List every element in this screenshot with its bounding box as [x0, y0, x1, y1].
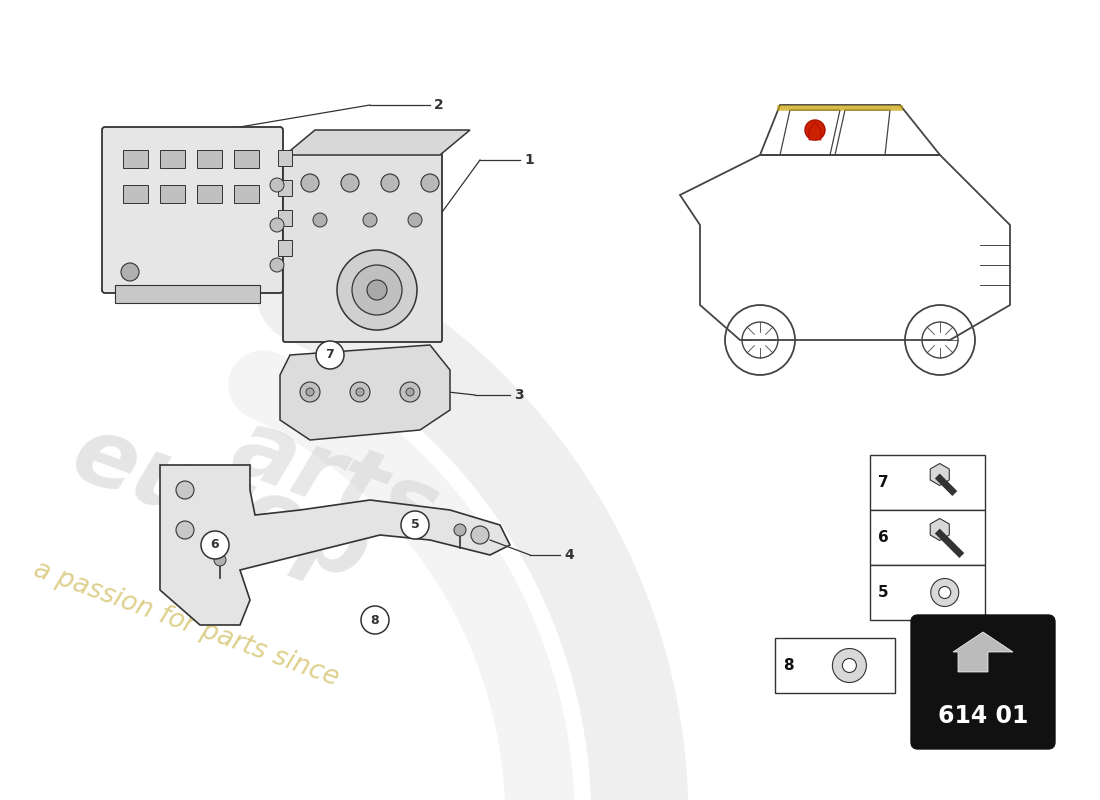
- Bar: [116, 285, 260, 303]
- Circle shape: [938, 586, 950, 598]
- Circle shape: [361, 606, 389, 634]
- Circle shape: [400, 382, 420, 402]
- Text: arts: arts: [220, 401, 450, 560]
- Text: 8: 8: [783, 658, 793, 673]
- Bar: [776, 638, 895, 693]
- Polygon shape: [280, 345, 450, 440]
- Bar: [197, 185, 222, 203]
- Text: 1: 1: [524, 153, 534, 167]
- Text: 7: 7: [326, 349, 334, 362]
- Text: 6: 6: [211, 538, 219, 551]
- Polygon shape: [931, 463, 949, 486]
- Text: a passion for parts since: a passion for parts since: [30, 556, 342, 691]
- Circle shape: [421, 174, 439, 192]
- Bar: [870, 565, 984, 620]
- Bar: [234, 150, 258, 168]
- Circle shape: [214, 554, 225, 566]
- Circle shape: [843, 658, 857, 673]
- Circle shape: [301, 174, 319, 192]
- Text: 5: 5: [410, 518, 419, 531]
- Polygon shape: [808, 122, 821, 140]
- Text: 4: 4: [564, 548, 574, 562]
- Circle shape: [356, 388, 364, 396]
- Bar: [278, 150, 292, 166]
- Text: 6: 6: [878, 530, 889, 545]
- Bar: [197, 150, 222, 168]
- Circle shape: [121, 263, 139, 281]
- FancyBboxPatch shape: [911, 615, 1055, 749]
- Bar: [123, 150, 148, 168]
- Circle shape: [408, 213, 422, 227]
- Polygon shape: [931, 518, 949, 541]
- Circle shape: [316, 341, 344, 369]
- Bar: [123, 185, 148, 203]
- Circle shape: [176, 481, 194, 499]
- Text: 3: 3: [514, 388, 524, 402]
- Circle shape: [176, 521, 194, 539]
- Circle shape: [833, 649, 867, 682]
- Bar: [278, 240, 292, 256]
- Circle shape: [350, 382, 370, 402]
- Text: 7: 7: [878, 475, 889, 490]
- Circle shape: [306, 388, 313, 396]
- FancyBboxPatch shape: [283, 153, 442, 342]
- Bar: [234, 185, 258, 203]
- Text: europ: europ: [60, 407, 383, 600]
- Circle shape: [314, 213, 327, 227]
- FancyBboxPatch shape: [102, 127, 283, 293]
- Text: 8: 8: [371, 614, 380, 626]
- Circle shape: [270, 258, 284, 272]
- Bar: [278, 180, 292, 196]
- Circle shape: [931, 578, 959, 606]
- Circle shape: [406, 388, 414, 396]
- Polygon shape: [160, 465, 510, 625]
- Bar: [870, 510, 984, 565]
- Circle shape: [805, 120, 825, 140]
- Circle shape: [352, 265, 402, 315]
- Circle shape: [201, 531, 229, 559]
- Circle shape: [367, 280, 387, 300]
- Circle shape: [402, 511, 429, 539]
- Circle shape: [471, 526, 490, 544]
- Bar: [160, 150, 185, 168]
- Circle shape: [300, 382, 320, 402]
- Text: 614 01: 614 01: [938, 704, 1028, 728]
- Circle shape: [341, 174, 359, 192]
- Circle shape: [337, 250, 417, 330]
- Circle shape: [270, 178, 284, 192]
- Bar: [870, 455, 984, 510]
- Circle shape: [363, 213, 377, 227]
- Polygon shape: [953, 632, 1013, 672]
- Polygon shape: [285, 130, 470, 155]
- Circle shape: [454, 524, 466, 536]
- Circle shape: [270, 218, 284, 232]
- Bar: [160, 185, 185, 203]
- Text: 5: 5: [878, 585, 889, 600]
- Text: 2: 2: [434, 98, 443, 112]
- Bar: [278, 210, 292, 226]
- Circle shape: [381, 174, 399, 192]
